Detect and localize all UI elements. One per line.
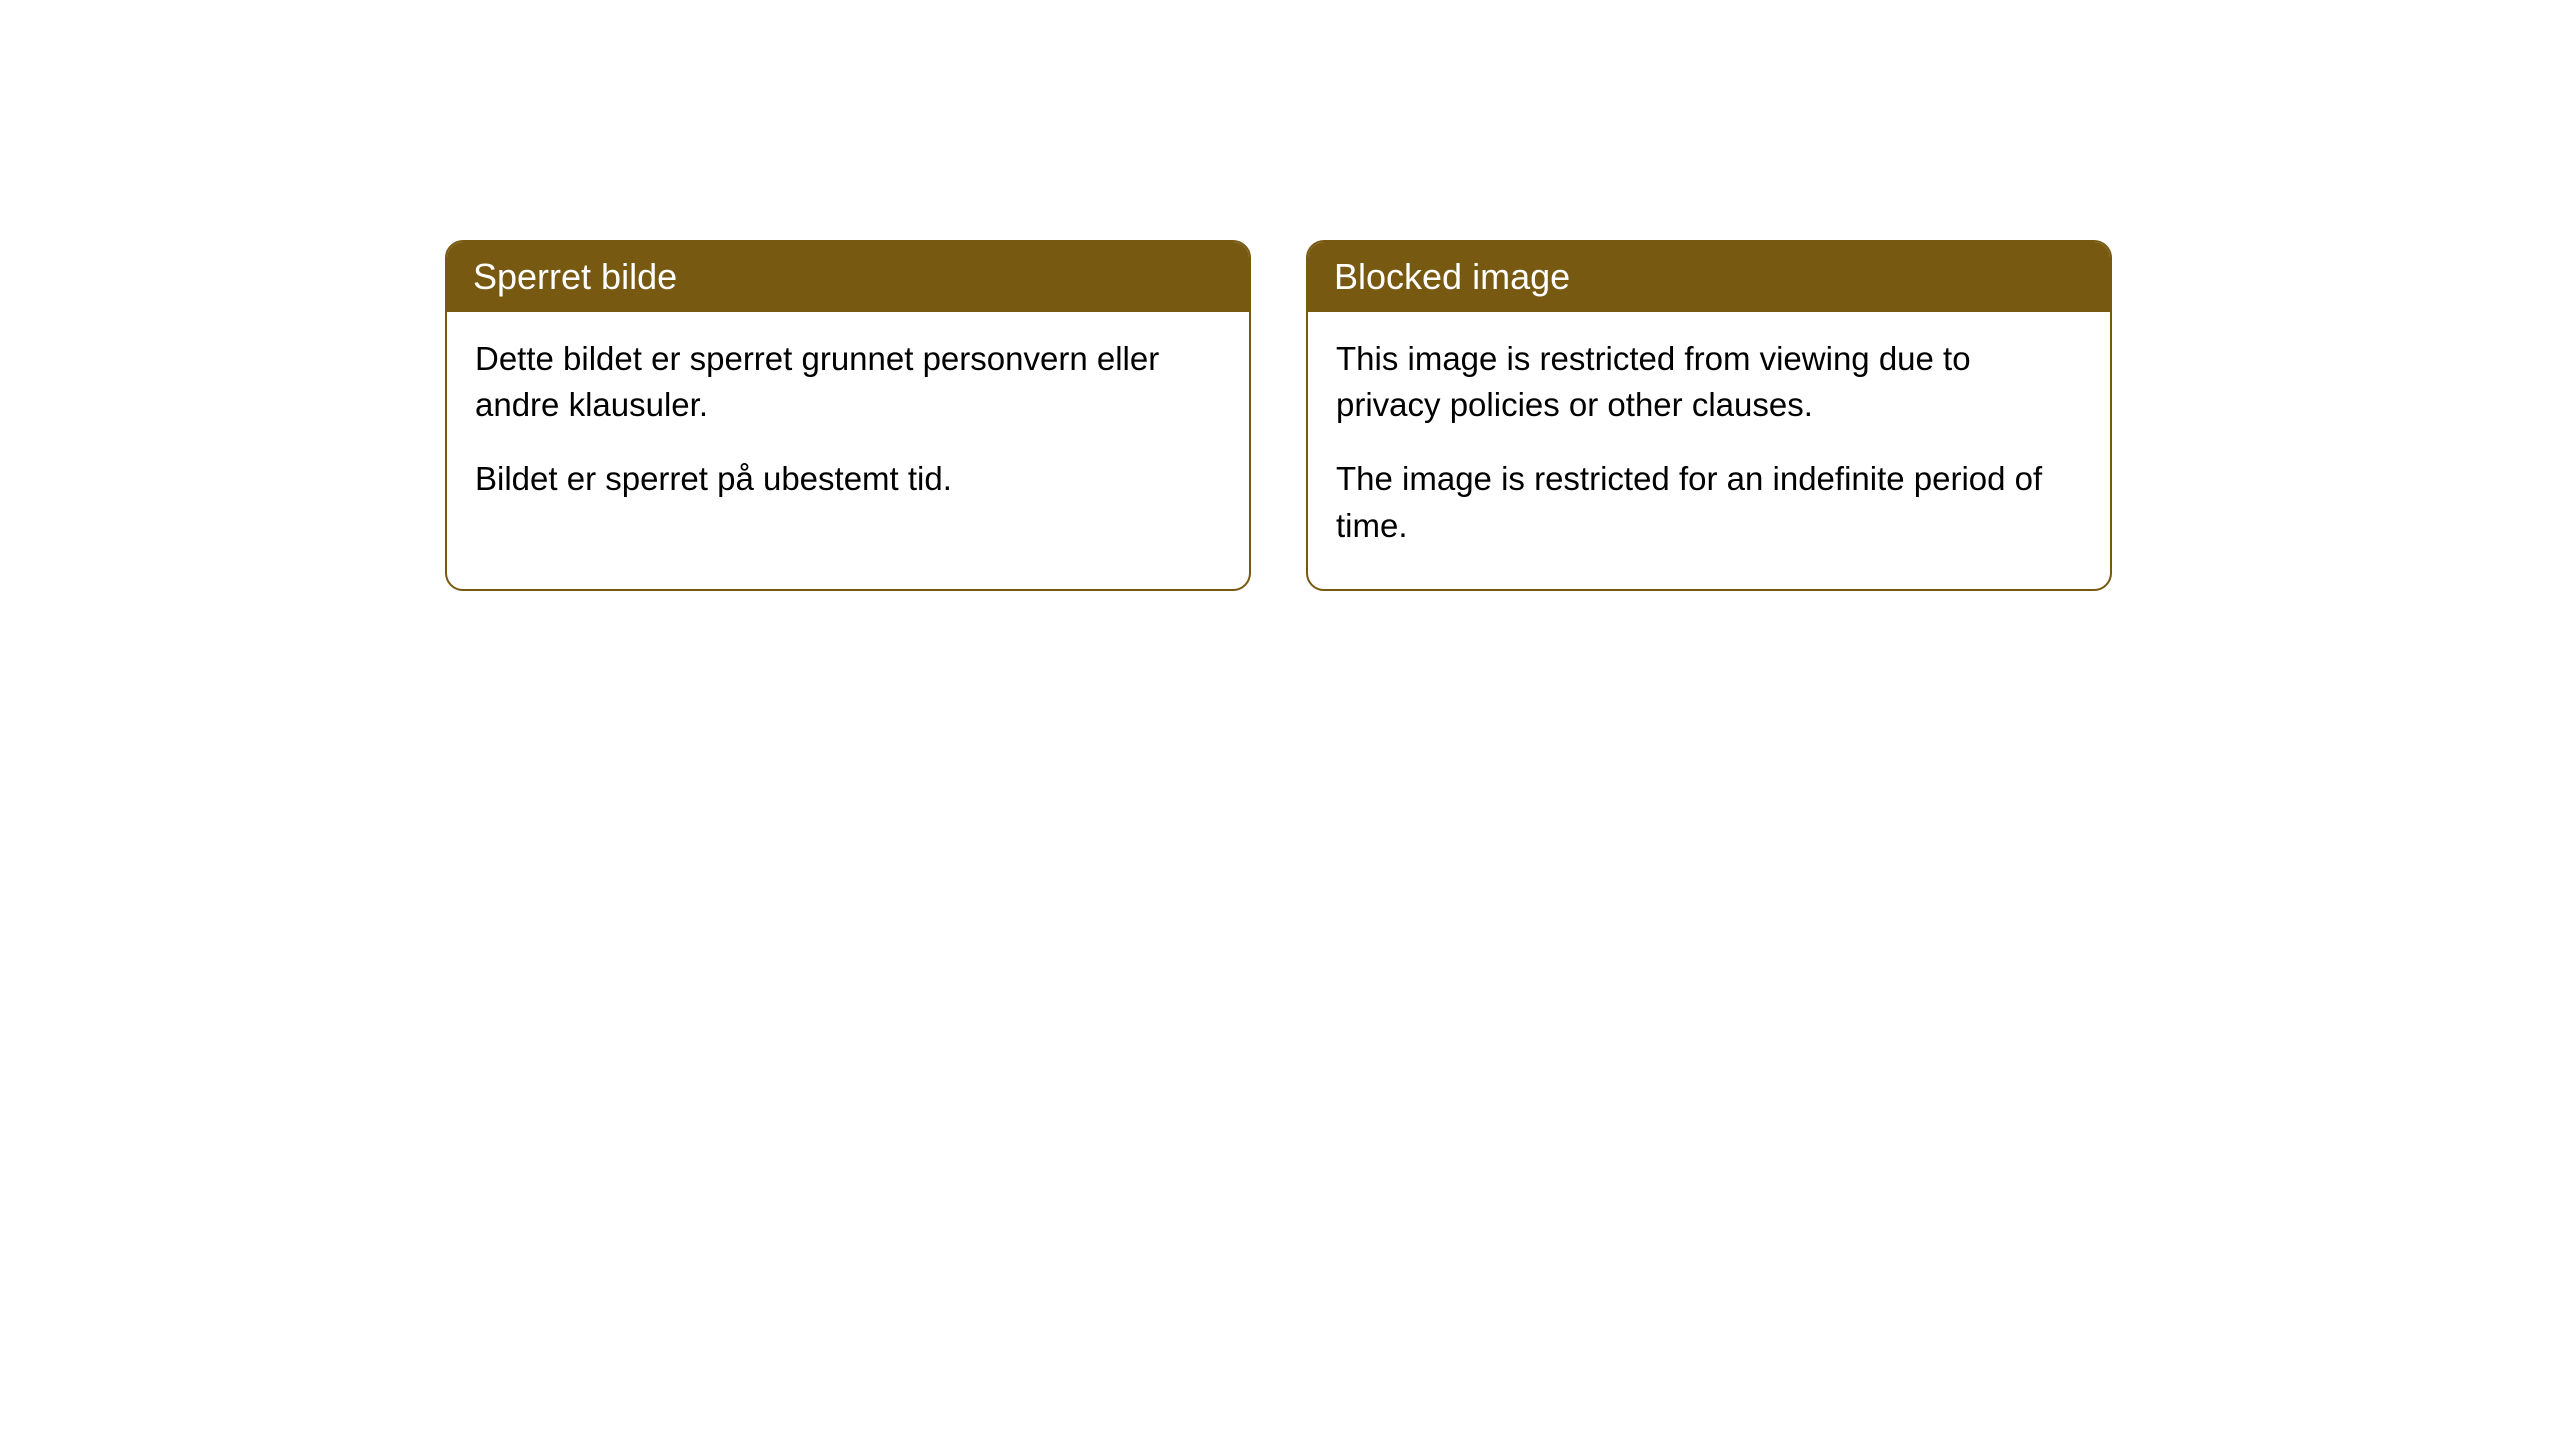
card-header-norwegian: Sperret bilde	[447, 242, 1249, 312]
card-paragraph: Bildet er sperret på ubestemt tid.	[475, 456, 1221, 502]
card-header-english: Blocked image	[1308, 242, 2110, 312]
notice-card-norwegian: Sperret bilde Dette bildet er sperret gr…	[445, 240, 1251, 591]
notice-cards-container: Sperret bilde Dette bildet er sperret gr…	[445, 240, 2112, 591]
card-paragraph: The image is restricted for an indefinit…	[1336, 456, 2082, 548]
card-title: Sperret bilde	[473, 256, 677, 297]
card-body-norwegian: Dette bildet er sperret grunnet personve…	[447, 312, 1249, 543]
card-paragraph: This image is restricted from viewing du…	[1336, 336, 2082, 428]
notice-card-english: Blocked image This image is restricted f…	[1306, 240, 2112, 591]
card-body-english: This image is restricted from viewing du…	[1308, 312, 2110, 589]
card-paragraph: Dette bildet er sperret grunnet personve…	[475, 336, 1221, 428]
card-title: Blocked image	[1334, 256, 1570, 297]
